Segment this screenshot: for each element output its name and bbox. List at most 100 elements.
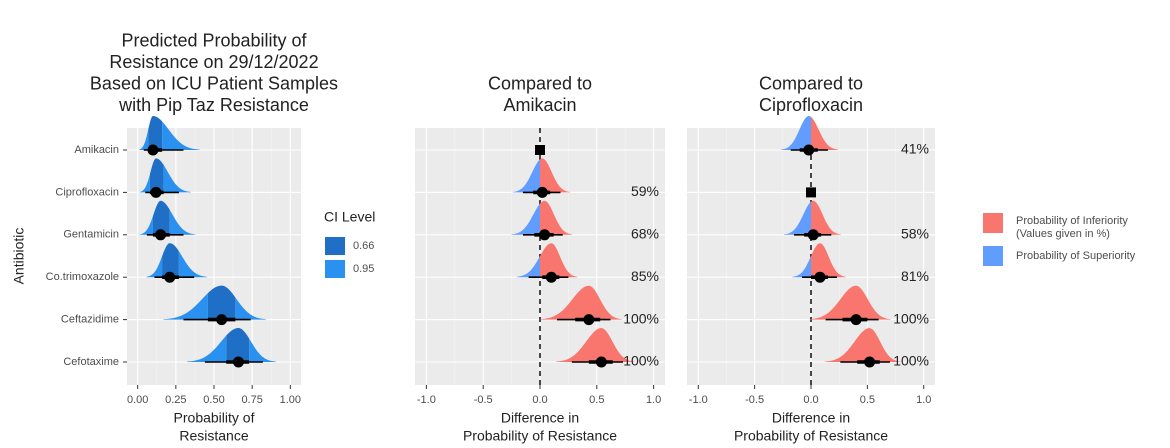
density xyxy=(511,203,540,235)
median-point xyxy=(864,356,876,368)
median-point xyxy=(850,314,862,326)
median-point xyxy=(545,271,557,283)
density xyxy=(824,328,901,362)
median-point xyxy=(536,186,548,198)
chart-title: Compared to xyxy=(759,73,863,93)
density xyxy=(207,285,236,320)
chart-title: Resistance on 29/12/2022 xyxy=(109,52,318,72)
density xyxy=(163,293,208,320)
legend-label: Probability of Superiority xyxy=(1016,250,1136,262)
legend-key xyxy=(983,246,1003,266)
legend-label: 0.95 xyxy=(353,263,374,275)
x-axis-label: Difference in xyxy=(501,410,579,426)
x-tick-label: 0.0 xyxy=(532,394,547,406)
probability-label: 100% xyxy=(623,353,659,369)
y-tick-label: Ciprofloxacin xyxy=(55,186,119,198)
chart-title: Predicted Probability of xyxy=(121,30,307,50)
y-tick-label: Amikacin xyxy=(74,144,119,156)
density xyxy=(163,164,192,193)
legend-label: 0.66 xyxy=(353,240,374,252)
legend-label: (Values given in %) xyxy=(1016,228,1110,240)
density xyxy=(540,285,622,320)
probability-label: 68% xyxy=(631,226,659,242)
median-point xyxy=(539,229,551,241)
density xyxy=(235,297,267,320)
x-tick-label: 0.0 xyxy=(803,394,818,406)
probability-label: 58% xyxy=(901,226,929,242)
density xyxy=(139,216,153,235)
median-point xyxy=(595,356,607,368)
y-tick-label: Gentamicin xyxy=(63,229,119,241)
density xyxy=(540,243,578,278)
x-tick-label: -0.5 xyxy=(474,394,493,406)
reference-mark xyxy=(806,187,816,198)
x-tick-label: 0.50 xyxy=(203,394,224,406)
x-tick-label: 1.00 xyxy=(280,394,301,406)
median-point xyxy=(216,314,228,326)
x-tick-label: 0.75 xyxy=(241,394,262,406)
density xyxy=(149,158,164,193)
median-point xyxy=(147,144,159,156)
x-axis-label: Probability of Resistance xyxy=(734,428,888,444)
reference-mark xyxy=(535,145,545,155)
legend-key xyxy=(983,213,1003,233)
x-tick-label: 0.00 xyxy=(127,394,148,406)
density xyxy=(792,256,811,278)
density xyxy=(512,159,540,193)
x-tick-label: 1.0 xyxy=(916,394,931,406)
density xyxy=(226,328,250,362)
probability-label: 41% xyxy=(901,141,929,157)
chart-title: Based on ICU Patient Samples xyxy=(90,73,338,93)
chart-title: Ciprofloxacin xyxy=(759,95,863,115)
legend-label: Probability of Inferiority xyxy=(1016,215,1128,227)
x-tick-label: -0.5 xyxy=(745,394,764,406)
density xyxy=(781,116,811,150)
x-tick-label: 0.5 xyxy=(589,394,604,406)
density xyxy=(556,328,635,362)
x-axis-label: Difference in xyxy=(772,410,850,426)
x-tick-label: -1.0 xyxy=(689,394,708,406)
density xyxy=(178,251,208,278)
density xyxy=(162,121,200,150)
density xyxy=(148,116,163,150)
x-tick-label: 0.5 xyxy=(860,394,875,406)
y-tick-label: Co.trimoxazole xyxy=(46,271,119,283)
probability-label: 100% xyxy=(893,353,929,369)
median-point xyxy=(583,314,595,326)
median-point xyxy=(164,271,176,283)
y-axis-label: Antibiotic xyxy=(11,228,27,285)
x-axis-label: Probability of xyxy=(174,410,255,426)
probability-label: 100% xyxy=(623,310,659,326)
y-tick-label: Cefotaxime xyxy=(63,356,119,368)
probability-label: 59% xyxy=(631,183,659,199)
density xyxy=(811,200,841,235)
density xyxy=(169,209,196,235)
probability-label: 81% xyxy=(901,268,929,284)
density xyxy=(516,256,540,278)
density xyxy=(811,243,846,278)
chart-title: Amikacin xyxy=(503,95,576,115)
median-point xyxy=(150,186,162,198)
density xyxy=(187,335,227,362)
density xyxy=(809,319,811,320)
x-axis-label: Probability of Resistance xyxy=(463,428,617,444)
median-point xyxy=(803,144,815,156)
x-tick-label: 1.0 xyxy=(646,394,661,406)
legend-title: CI Level xyxy=(324,209,375,225)
probability-label: 100% xyxy=(893,310,929,326)
density xyxy=(139,174,150,193)
density xyxy=(162,243,179,278)
density xyxy=(811,285,891,320)
chart-title: Compared to xyxy=(488,73,592,93)
x-tick-label: 0.25 xyxy=(165,394,186,406)
legend-key xyxy=(325,237,345,255)
probability-label: 85% xyxy=(631,268,659,284)
chart-title: with Pip Taz Resistance xyxy=(118,95,309,115)
density xyxy=(540,200,573,235)
density xyxy=(138,128,149,150)
y-tick-label: Ceftazidime xyxy=(61,314,119,326)
density xyxy=(783,201,811,235)
x-tick-label: -1.0 xyxy=(417,394,436,406)
x-axis-label: Resistance xyxy=(179,428,248,444)
